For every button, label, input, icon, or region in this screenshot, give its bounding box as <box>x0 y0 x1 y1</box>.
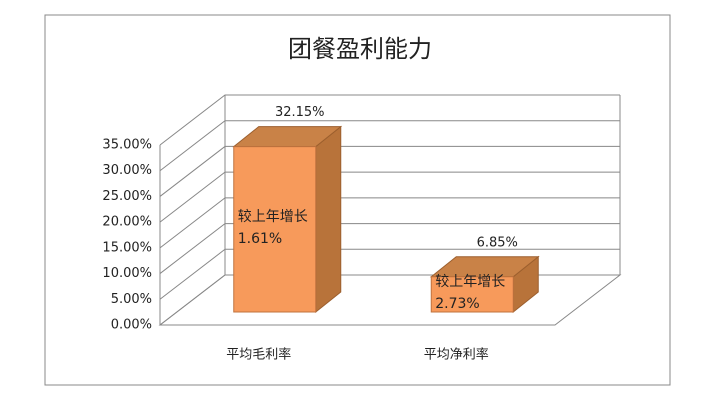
y-tick-label: 25.00% <box>102 189 152 204</box>
data-label: 32.15% <box>275 105 325 120</box>
y-tick-label: 5.00% <box>111 292 152 307</box>
data-label: 6.85% <box>477 235 518 250</box>
y-tick-label: 35.00% <box>102 138 152 153</box>
bar-side <box>315 125 342 314</box>
y-tick-label: 0.00% <box>111 318 152 333</box>
y-tick-label: 15.00% <box>102 240 152 255</box>
chart-title: 团餐盈利能力 <box>288 35 432 63</box>
y-tick-label: 20.00% <box>102 215 152 230</box>
x-tick-label: 平均净利率 <box>424 347 489 363</box>
chart-frame <box>44 14 671 386</box>
bar <box>430 276 514 313</box>
annotation: 较上年增长2.73% <box>435 274 506 313</box>
y-tick-label: 30.00% <box>102 163 152 178</box>
annotation-text: 较上年增长1.61% <box>237 209 308 248</box>
annotation: 较上年增长1.61% <box>237 209 308 248</box>
y-tick-label: 10.00% <box>102 266 152 281</box>
annotation-text: 较上年增长2.73% <box>435 274 506 313</box>
bar <box>233 146 317 313</box>
x-tick-label: 平均毛利率 <box>226 347 291 363</box>
